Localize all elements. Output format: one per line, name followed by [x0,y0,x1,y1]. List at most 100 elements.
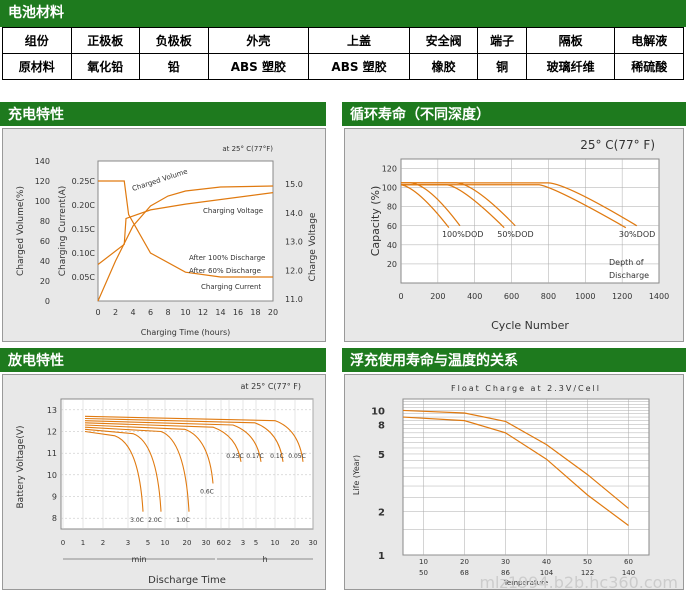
materials-cell: 橡胶 [408,53,479,80]
x-tick-label: 86 [501,569,510,577]
series-label: 0.05C [288,453,306,460]
y-tick-label: 15.0 [285,180,303,189]
float-title: 浮充使用寿命与温度的关系 [342,348,686,372]
x-tick-label: 3 [126,539,130,547]
materials-cell: 隔板 [525,27,616,54]
watermark: mlz1994.b2b.hc360.com [479,573,678,592]
series-line [97,185,274,302]
chart-note: Float Charge at 2.3V/Cell [451,384,601,393]
series-label: 50%DOD [497,230,533,239]
materials-cell: 稀硫酸 [614,53,684,80]
y-axis-label: Battery Voltage(V) [16,425,26,508]
x-axis-label: Discharge Time [148,575,226,586]
x-unit-label: h [262,555,267,564]
y-tick-label: 10 [371,406,385,417]
series-line [84,426,190,512]
series-label: Charging Current [201,283,261,291]
series-line [84,415,304,462]
y-tick-label: 10 [47,471,57,480]
x-tick-label: 4 [130,308,135,317]
x-tick-label: 68 [460,569,469,577]
x-tick-label: 30 [309,539,318,547]
x-tick-label: 18 [250,308,260,317]
legend-text: Depth of [609,258,644,267]
series-line [84,430,144,512]
series-line [401,184,627,229]
x-tick-label: 2 [227,539,231,547]
y-tick-label: 60 [40,237,50,246]
y-tick-label: 20 [387,260,397,269]
plot-area [97,160,274,302]
series-label: 100%DOD [442,230,484,239]
materials-cell: 原材料 [2,53,72,80]
series-label: After 100% Discharge [189,254,265,262]
x-tick-label: 20 [268,308,278,317]
series-label: 0.1C [270,453,284,460]
x-tick-label: 1 [81,539,85,547]
materials-cell: 玻璃纤维 [525,53,616,80]
materials-cell: 上盖 [308,27,410,54]
y-tick-label: 0 [45,297,50,306]
y-tick-label: 13.0 [285,238,303,247]
y-tick-label: 8 [52,514,57,523]
y-tick-label: 40 [40,257,50,266]
y-tick-label: 100 [35,197,50,206]
cycle-title: 循环寿命（不同深度） [342,102,686,126]
series-label: After 60% Discharge [189,267,261,275]
x-tick-label: 140 [622,569,635,577]
x-axis-label: Charging Time (hours) [141,328,231,337]
series-label: 2.0C [148,517,162,524]
materials-cell: 电解液 [614,27,684,54]
chart-note: at 25° C(77° F) [241,382,301,391]
x-tick-label: 6 [148,308,153,317]
x-tick-label: 60 [217,539,226,547]
materials-cell: ABS 塑胶 [308,53,410,80]
y-tick-label: 0.10C [72,249,96,258]
x-tick-label: 800 [541,292,556,301]
y-tick-label: 11 [47,449,57,458]
materials-cell: 外壳 [207,27,310,54]
x-tick-label: 10 [161,539,170,547]
float-chart: 1 2 5 8 10 10 20 30 40 50 60 50 68 86 104 122 140 Tempera… [344,374,684,590]
x-tick-label: 10 [419,558,428,566]
cycle-chart: 20 40 60 80 100 120 0 200 400 600 800 1000 1200 1400 C… [344,128,684,342]
series-line [400,184,450,229]
x-tick-label: 600 [504,292,519,301]
x-tick-label: 10 [271,539,280,547]
x-tick-label: 50 [583,558,592,566]
y-axis-label: Life (Year) [352,455,361,495]
series-line [84,420,262,462]
x-tick-label: 3 [241,539,245,547]
series-line [84,428,162,512]
series-label: 1.0C [176,517,190,524]
y-tick-label: 0.15C [72,225,96,234]
x-tick-label: 30 [501,558,510,566]
materials-cell: 组份 [2,27,72,54]
x-tick-label: 10 [180,308,190,317]
y-tick-label: 14.0 [285,209,303,218]
y-tick-label: 140 [35,157,50,166]
x-tick-label: 1400 [649,292,669,301]
y-tick-label: 5 [378,450,385,461]
x-tick-label: 0 [398,292,403,301]
y-tick-label: 11.0 [285,295,303,304]
x-tick-label: 0 [61,539,65,547]
x-tick-label: 40 [542,558,551,566]
x-tick-label: 14 [215,308,225,317]
materials-cell: 负极板 [139,27,209,54]
x-tick-label: 1000 [575,292,595,301]
x-tick-label: 5 [254,539,258,547]
materials-cell: 铅 [139,53,209,80]
x-tick-label: 2 [113,308,118,317]
x-tick-label: 0 [95,308,100,317]
x-tick-label: 20 [183,539,192,547]
materials-cell: 正极板 [70,27,141,54]
x-tick-label: 60 [624,558,633,566]
x-tick-label: 30 [202,539,211,547]
y-tick-label: 12 [47,428,57,437]
materials-cell: 端子 [477,27,527,54]
y-tick-label: 12.0 [285,266,303,275]
x-tick-label: 8 [165,308,170,317]
materials-cell: 安全阀 [408,27,479,54]
series-label: 3.0C [130,517,144,524]
